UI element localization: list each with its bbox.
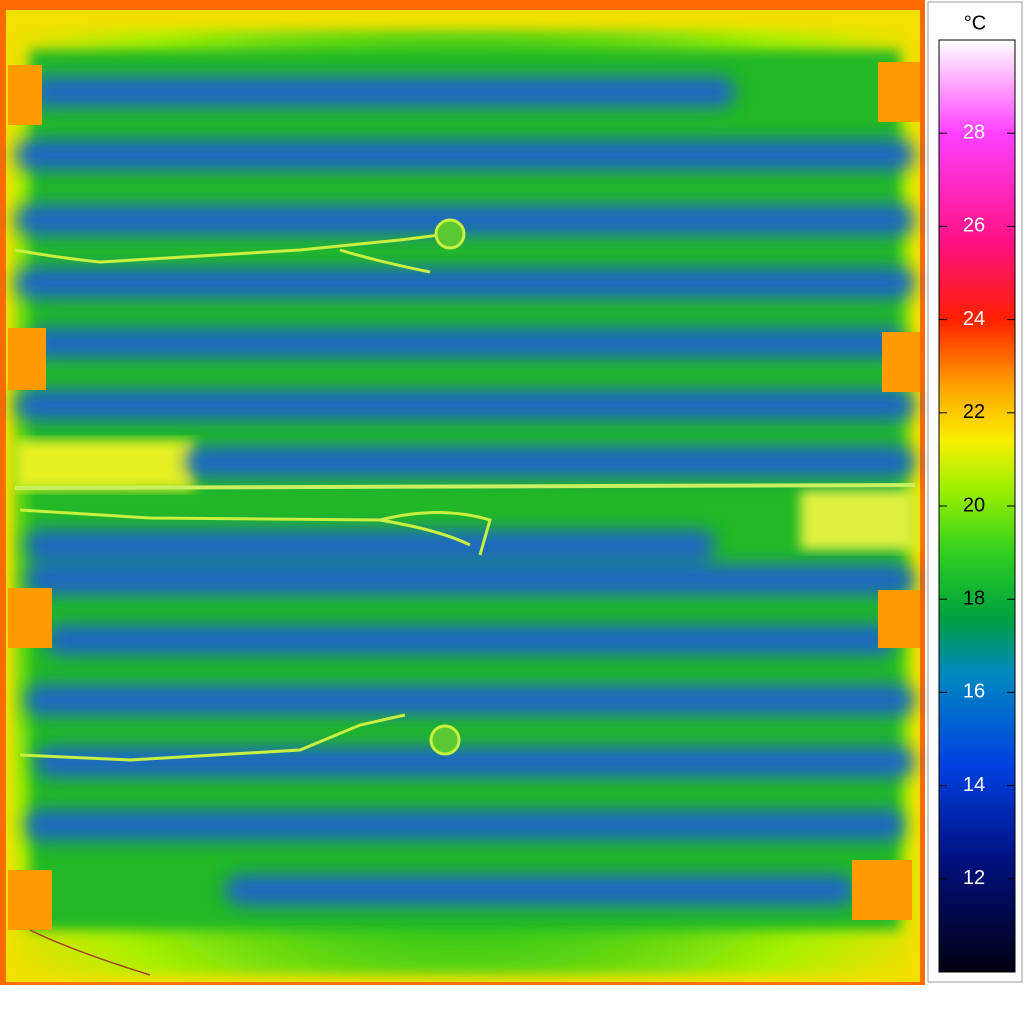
tick-label: 12	[963, 867, 985, 889]
tick-label: 24	[963, 308, 985, 330]
thermal-image	[0, 0, 925, 985]
colorbar-panel: °C	[927, 1, 1023, 983]
tick-label: 14	[963, 774, 985, 796]
unit-label: °C	[964, 12, 986, 34]
tick-label: 22	[963, 401, 985, 423]
tick-label: 18	[963, 587, 985, 609]
tick-label: 16	[963, 681, 985, 703]
tick-label: 26	[963, 215, 985, 237]
tick-label: 28	[963, 121, 985, 143]
colorbar	[938, 39, 1016, 973]
tick-label: 20	[963, 494, 985, 516]
